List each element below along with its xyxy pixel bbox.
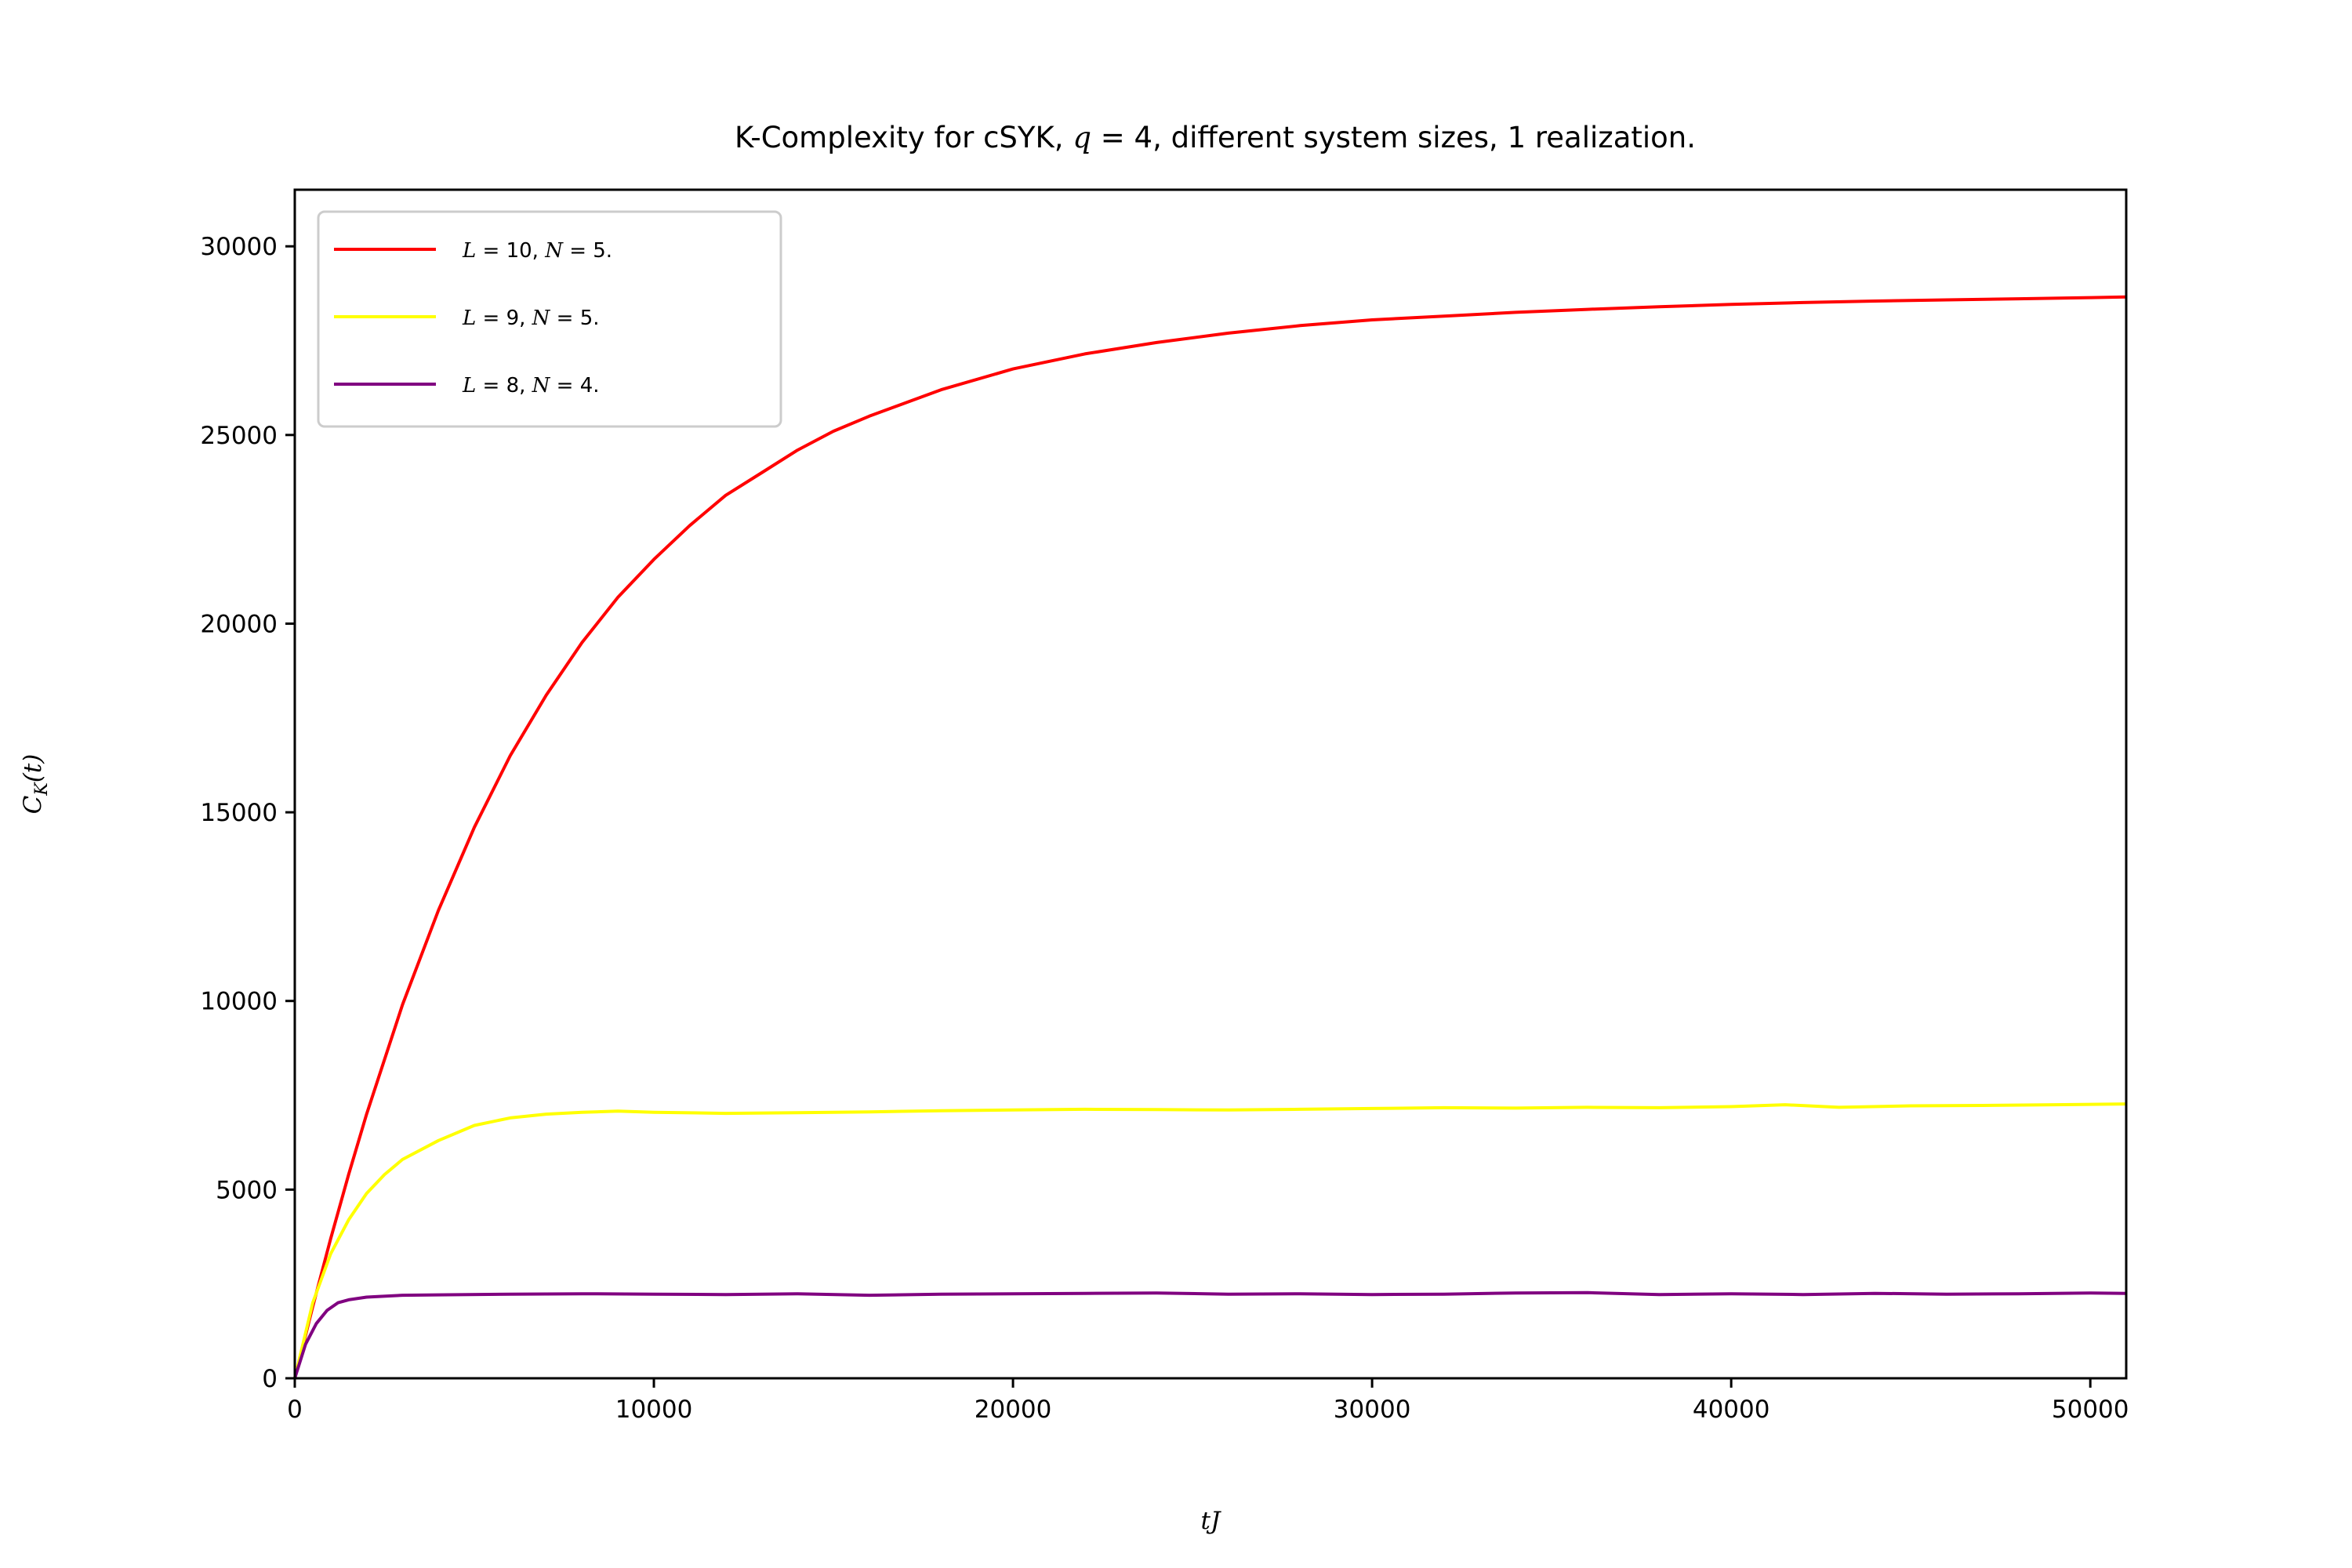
y-tick-label: 25000: [200, 422, 278, 450]
x-axis-label: tJ: [1201, 1507, 1221, 1535]
chart-title: K-Complexity for cSYK, q = 4, different …: [735, 121, 1696, 154]
legend-label-1: L = 9, N = 5.: [462, 307, 600, 330]
legend-label-0: L = 10, N = 5.: [462, 239, 612, 263]
legend: L = 10, N = 5. L = 9, N = 5. L = 8, N = 4.: [317, 210, 782, 428]
x-axis: 0 10000 20000 30000 40000 50000: [287, 1378, 2129, 1424]
series-line-0: [293, 295, 2127, 1379]
series-line-2: [293, 1290, 2127, 1379]
legend-label-2: L = 8, N = 4.: [462, 374, 600, 397]
x-tick-label: 50000: [2052, 1396, 2129, 1424]
plot-frame: [293, 188, 2128, 1380]
series-layer: [293, 295, 2127, 1379]
y-tick-label: 10000: [200, 988, 278, 1016]
y-tick-label: 30000: [200, 233, 278, 261]
x-tick-label: 20000: [975, 1396, 1052, 1424]
y-tick-label: 0: [262, 1365, 278, 1393]
y-tick-label: 15000: [200, 799, 278, 827]
y-tick-label: 20000: [200, 610, 278, 638]
series-line-1: [293, 1102, 2127, 1379]
x-tick-label: 30000: [1334, 1396, 1411, 1424]
x-tick-label: 40000: [1693, 1396, 1770, 1424]
x-tick-label: 10000: [615, 1396, 693, 1424]
y-axis-label: CK(t): [19, 754, 52, 815]
y-tick-label: 5000: [216, 1176, 278, 1204]
x-tick-label: 0: [287, 1396, 303, 1424]
legend-box: [317, 210, 782, 428]
y-axis: 0 5000 10000 15000 20000 25000 30000: [200, 233, 295, 1393]
